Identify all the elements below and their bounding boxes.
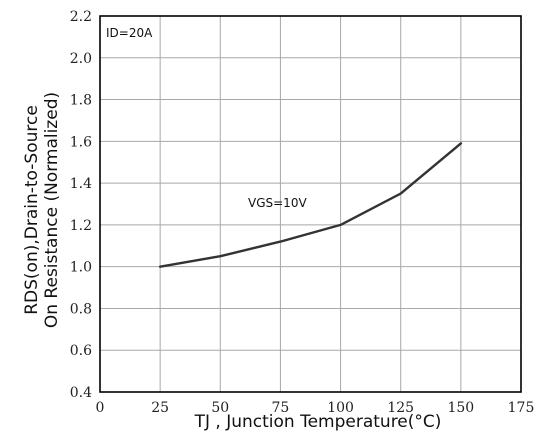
y-tick-label: 0.8	[70, 301, 92, 317]
y-axis-title-line-2: On Resistance (Normalized)	[42, 92, 62, 328]
y-tick-label: 1.0	[70, 260, 92, 276]
drain-current-annotation: ID=20A	[106, 26, 153, 40]
x-tick-label: 50	[211, 400, 229, 416]
x-tick-label: 100	[327, 400, 354, 416]
x-tick-label: 25	[151, 400, 169, 416]
x-tick-label: 0	[96, 400, 105, 416]
y-tick-label: 0.4	[70, 385, 92, 401]
x-tick-label: 150	[447, 400, 474, 416]
gate-voltage-annotation: VGS=10V	[248, 196, 307, 210]
y-tick-label: 1.8	[70, 93, 92, 109]
rdson-curve	[158, 142, 463, 268]
x-tick-label: 175	[508, 400, 535, 416]
x-tick-label: 75	[272, 400, 290, 416]
y-axis-title-line-1: RDS(on),Drain-to-Source	[22, 105, 42, 315]
y-tick-label: 2.0	[70, 51, 92, 67]
y-tick-label: 1.4	[70, 176, 92, 192]
text-layer: 0 25 50 75 100 125 150 175 0.4 0.6 0.8 1.0 1.2 1.4 1.6…	[22, 9, 534, 432]
plot-layer	[99, 15, 522, 393]
y-tick-label: 1.2	[70, 218, 92, 234]
plot-frame	[99, 15, 522, 393]
plot-background	[100, 16, 521, 392]
y-tick-label: 1.6	[70, 134, 92, 150]
x-tick-label: 125	[387, 400, 414, 416]
y-tick-label: 2.2	[70, 9, 92, 25]
y-tick-label: 0.6	[70, 343, 92, 359]
x-axis-title: TJ , Junction Temperature(°C)	[194, 412, 442, 432]
